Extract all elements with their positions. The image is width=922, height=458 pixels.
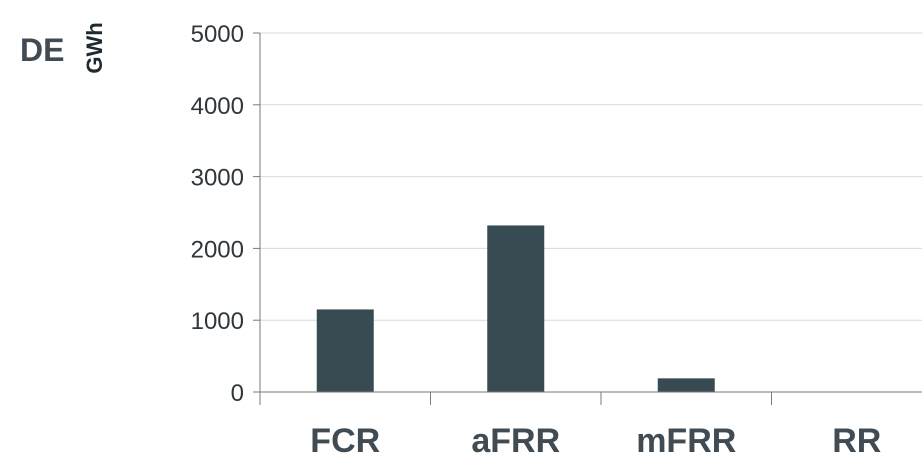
region-label: DE — [20, 32, 65, 68]
bar-fcr — [316, 309, 374, 392]
y-tick-label: 0 — [231, 380, 244, 407]
axes — [253, 32, 922, 405]
bar-afrr — [487, 225, 545, 392]
bar-mfrr — [657, 378, 715, 392]
category-labels: FCR aFRR mFRR RR — [310, 422, 881, 458]
y-tick-label: 4000 — [191, 93, 244, 120]
y-tick-label: 1000 — [191, 308, 244, 335]
y-tick-label: 2000 — [191, 236, 244, 263]
y-tick-label: 3000 — [191, 165, 244, 192]
bars — [316, 225, 715, 392]
x-category-label: FCR — [310, 422, 380, 458]
y-tick-label: 5000 — [191, 21, 244, 48]
x-category-label: RR — [832, 422, 881, 458]
y-tick-labels: 0 1000 2000 3000 4000 5000 — [191, 21, 244, 407]
x-category-label: aFRR — [471, 422, 560, 458]
gridlines — [260, 32, 922, 321]
x-category-label: mFRR — [636, 422, 736, 458]
